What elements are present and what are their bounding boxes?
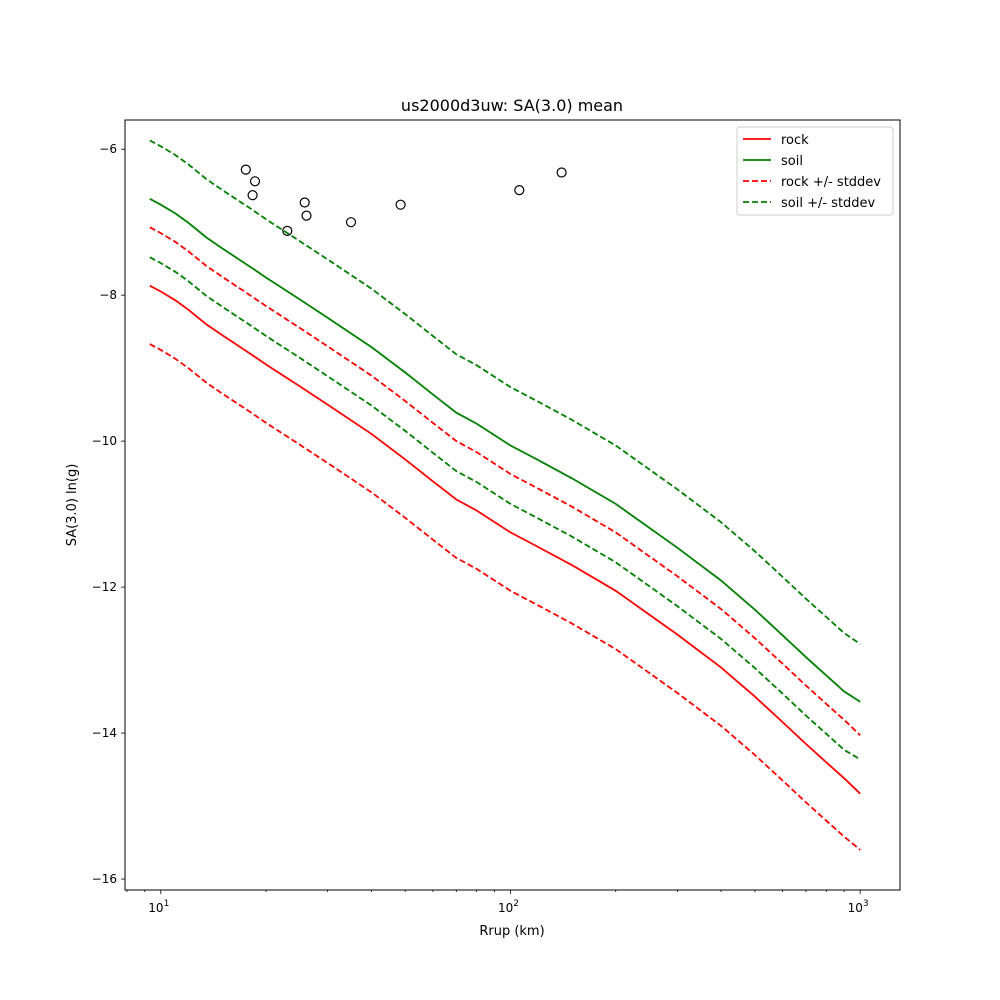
- legend-label: rock +/- stddev: [781, 175, 881, 190]
- observation-point: [299, 197, 310, 208]
- observation-point: [345, 217, 357, 228]
- observation-point: [395, 199, 406, 210]
- observation-point: [282, 225, 293, 236]
- x-tick-label: 101: [148, 899, 169, 915]
- observation-point: [240, 164, 251, 175]
- x-tick-label: 102: [498, 899, 519, 915]
- series-line-3: [149, 343, 861, 851]
- x-tick-label: 103: [848, 899, 869, 915]
- legend: rock soil rock +/- stddev soil +/- stddev: [736, 126, 894, 216]
- legend-label: soil +/- stddev: [781, 196, 876, 211]
- legend-frame: [736, 126, 894, 216]
- observation-point: [247, 190, 258, 201]
- plot-area: [124, 119, 901, 891]
- legend-label: soil: [781, 154, 803, 169]
- y-tick-label: −6: [99, 142, 117, 156]
- plot-frame: [124, 119, 901, 891]
- series-layer: [149, 139, 861, 851]
- legend-label: rock: [781, 133, 809, 148]
- y-tick-label: −16: [92, 872, 117, 886]
- y-tick-label: −14: [92, 726, 117, 740]
- series-line-5: [149, 256, 861, 761]
- observation-point: [249, 176, 261, 187]
- chart-title: us2000d3uw: SA(3.0) mean: [401, 96, 623, 115]
- series-line-2: [149, 226, 861, 736]
- y-tick-label: −10: [92, 434, 117, 448]
- plot-background: [125, 120, 900, 890]
- series-line-0: [149, 284, 861, 795]
- y-tick-label: −8: [99, 288, 117, 302]
- y-tick-label: −12: [92, 580, 117, 594]
- observation-points: [240, 164, 567, 236]
- series-line-4: [149, 139, 861, 645]
- x-axis: 101 102 103: [126, 890, 869, 915]
- series-line-1: [149, 198, 861, 703]
- y-axis-label: SA(3.0) ln(g): [65, 464, 80, 547]
- observation-point: [556, 167, 567, 178]
- observation-point: [514, 185, 525, 196]
- x-axis-label: Rrup (km): [479, 924, 544, 939]
- y-axis: −6 −8 −10 −12 −14 −16: [92, 142, 125, 886]
- observation-point: [301, 210, 312, 221]
